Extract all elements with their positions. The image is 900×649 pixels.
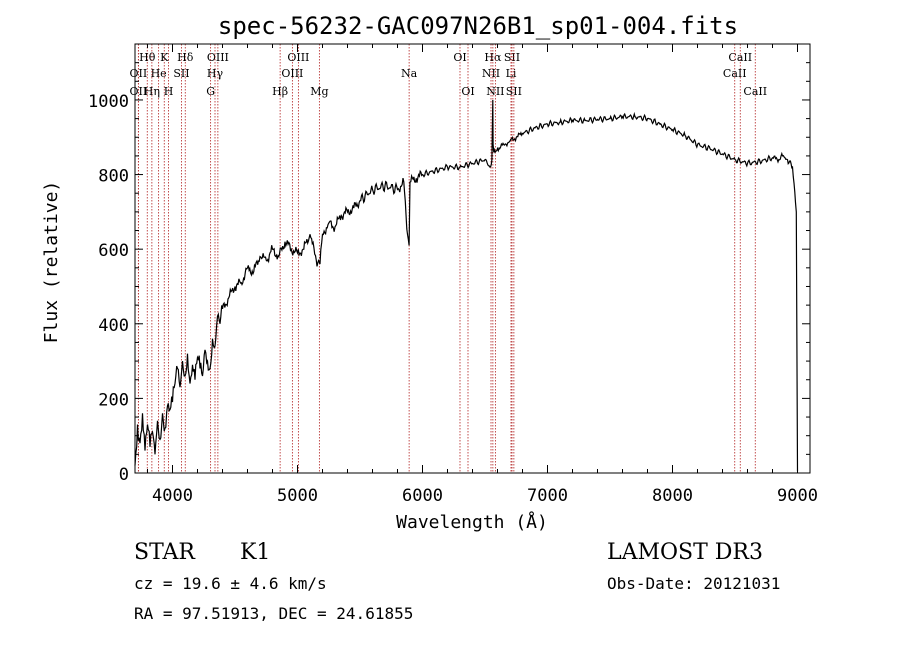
line-label-9: OIII — [207, 51, 229, 64]
line-label-19: Hα — [484, 51, 502, 64]
line-label-3: He — [151, 67, 167, 80]
x-tick-label-0: 4000 — [152, 486, 193, 506]
line-label-27: CaII — [743, 85, 767, 98]
line-label-26: CaII — [723, 67, 747, 80]
y-tick-label-1: 200 — [98, 390, 129, 410]
line-label-23: Li — [506, 67, 517, 80]
line-label-21: NII — [486, 85, 504, 98]
line-label-10: Hγ — [207, 67, 224, 80]
line-label-7: SII — [173, 67, 189, 80]
line-label-25: CaII — [728, 51, 752, 64]
line-label-11: G — [206, 85, 215, 98]
x-tick-label-2: 6000 — [402, 486, 443, 506]
y-tick-label-2: 400 — [98, 316, 129, 336]
chart-title: spec-56232-GAC097N26B1_sp01-004.fits — [218, 12, 738, 40]
line-label-16: Na — [401, 67, 418, 80]
x-tick-label-4: 8000 — [652, 486, 693, 506]
object-subclass: K1 — [240, 540, 271, 565]
object-class: STAR — [134, 540, 195, 565]
line-label-6: H — [164, 85, 174, 98]
line-label-13: OIII — [287, 51, 309, 64]
line-label-2: OII — [130, 85, 148, 98]
y-tick-label-0: 0 — [119, 465, 129, 485]
plot-frame — [134, 43, 811, 474]
line-label-12: Hβ — [272, 85, 288, 98]
line-label-22: SII — [504, 51, 520, 64]
line-label-0: Hθ — [139, 51, 156, 64]
sky-coordinates: RA = 97.51913, DEC = 24.61855 — [134, 604, 414, 623]
line-label-15: Mg — [310, 85, 328, 98]
x-tick-label-3: 7000 — [527, 486, 568, 506]
line-label-24: SII — [506, 85, 522, 98]
axis-ticks: 4000 5000 6000 7000 8000 9000 0 200 400 600 800 100… — [88, 43, 818, 506]
x-tick-label-1: 5000 — [277, 486, 318, 506]
y-tick-label-3: 600 — [98, 241, 129, 261]
line-label-4: Hη — [144, 85, 160, 98]
survey-name: LAMOST DR3 — [607, 540, 763, 565]
line-label-17: OI — [453, 51, 466, 64]
observation-date: Obs-Date: 20121031 — [607, 574, 781, 593]
line-label-5: K — [160, 51, 169, 64]
line-label-20: NII — [482, 67, 500, 80]
redshift-velocity: cz = 19.6 ± 4.6 km/s — [134, 574, 327, 593]
x-tick-label-5: 9000 — [777, 486, 818, 506]
x-axis-label: Wavelength (Å) — [396, 511, 548, 533]
line-label-14: OIII — [281, 67, 303, 80]
spectrum-series — [134, 99, 799, 472]
line-label-8: Hδ — [177, 51, 194, 64]
y-axis-label: Flux (relative) — [41, 181, 62, 344]
y-tick-label-5: 1000 — [88, 92, 129, 112]
line-label-18: OI — [461, 85, 474, 98]
line-label-1: OII — [130, 67, 148, 80]
y-tick-label-4: 800 — [98, 167, 129, 187]
